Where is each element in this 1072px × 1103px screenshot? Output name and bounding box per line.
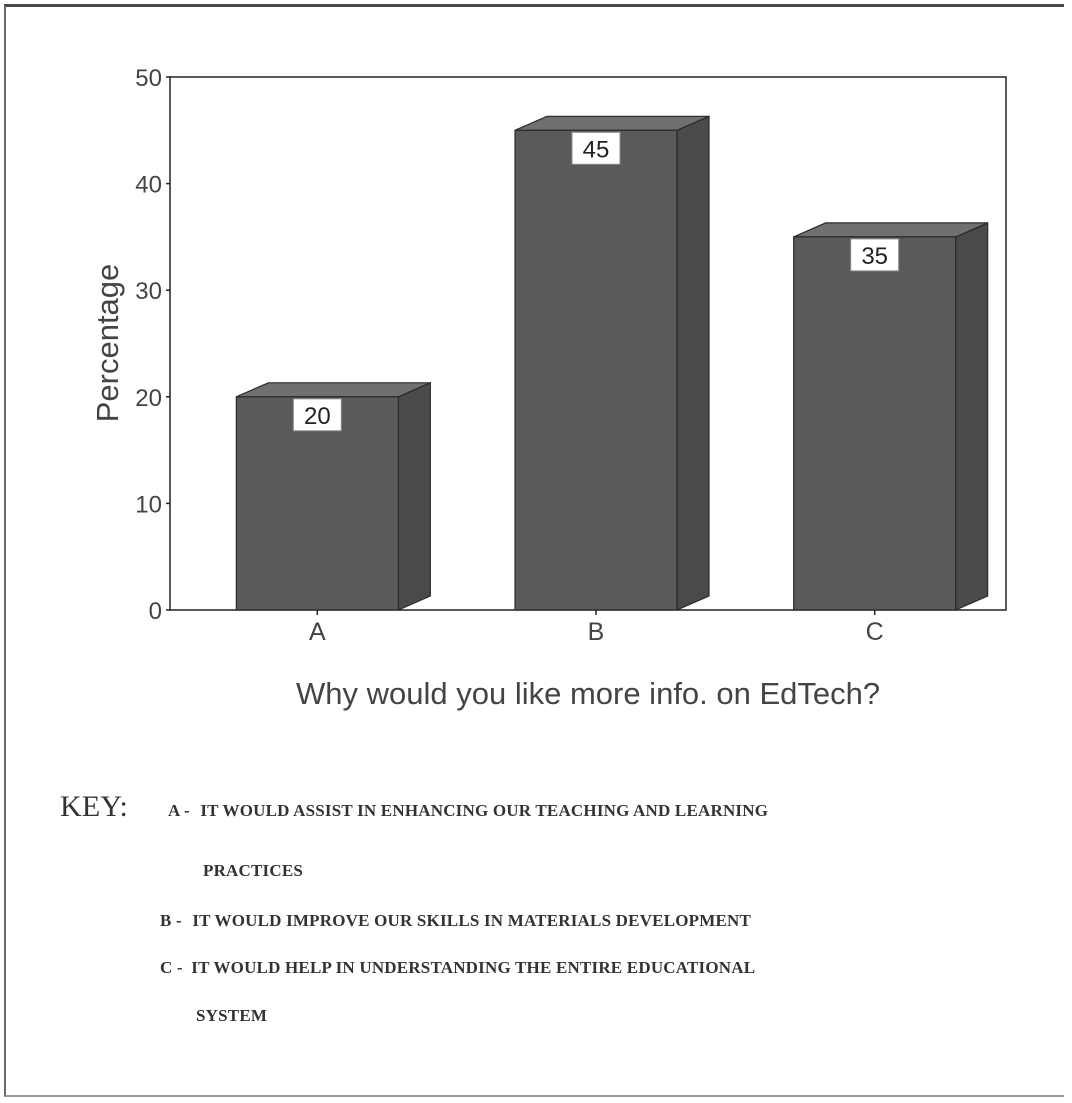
data-label: 35 [861, 243, 888, 270]
key-letter-c: C - [160, 958, 183, 977]
bar-B: 45 [514, 115, 710, 611]
bars-group: 20 45 35 [235, 115, 989, 611]
chart-title: Why would you like more info. on EdTech? [296, 676, 881, 711]
data-label-box [571, 131, 621, 165]
y-tick-label: 10 [135, 491, 162, 518]
x-tick-label: B [588, 618, 605, 646]
key-letter-b: B - [160, 911, 182, 930]
bar-A: 20 [235, 381, 431, 611]
data-label-box [850, 238, 900, 272]
key-item-b: B - IT WOULD IMPROVE OUR SKILLS IN MATER… [160, 911, 751, 931]
y-axis: 0 10 20 30 40 50 [135, 65, 170, 625]
y-tick-label: 50 [135, 65, 162, 92]
y-tick-label: 20 [135, 385, 162, 412]
y-axis-label: Percentage [90, 264, 125, 423]
y-tick-label: 0 [149, 598, 162, 625]
bar-chart: 0 10 20 30 40 50 20 45 35 A B C Percentage [90, 65, 1007, 646]
key-text-a: IT WOULD ASSIST IN ENHANCING OUR TEACHIN… [200, 801, 769, 820]
bar-top [514, 115, 710, 131]
bar-top [793, 222, 988, 238]
x-axis: A B C [309, 610, 884, 646]
data-label-box [292, 398, 342, 432]
x-tick-label: C [866, 618, 884, 646]
y-tick-label: 40 [135, 172, 162, 199]
y-tick-label: 30 [135, 278, 162, 305]
x-tick-label: A [309, 618, 326, 646]
data-label: 20 [304, 403, 331, 430]
bar-C: 35 [793, 221, 989, 611]
figure-frame [4, 4, 1064, 1097]
bar-side [397, 381, 431, 611]
key-item-a: A - IT WOULD ASSIST IN ENHANCING OUR TEA… [168, 801, 768, 821]
bar-front [514, 129, 678, 611]
key-item-c: C - IT WOULD HELP IN UNDERSTANDING THE E… [160, 958, 755, 978]
key-item-c-continuation: SYSTEM [196, 1006, 268, 1025]
key-text-c: IT WOULD HELP IN UNDERSTANDING THE ENTIR… [191, 958, 756, 977]
key-heading: KEY: [60, 790, 129, 823]
key-letter-a: A - [168, 801, 190, 820]
data-label: 45 [583, 136, 610, 163]
bar-front [793, 236, 957, 611]
key-text-b: IT WOULD IMPROVE OUR SKILLS IN MATERIALS… [192, 911, 752, 930]
bar-top [236, 382, 431, 398]
bar-side [955, 221, 989, 611]
bar-side [676, 115, 710, 611]
key-item-a-continuation: PRACTICES [203, 861, 304, 880]
bar-front [235, 396, 399, 611]
